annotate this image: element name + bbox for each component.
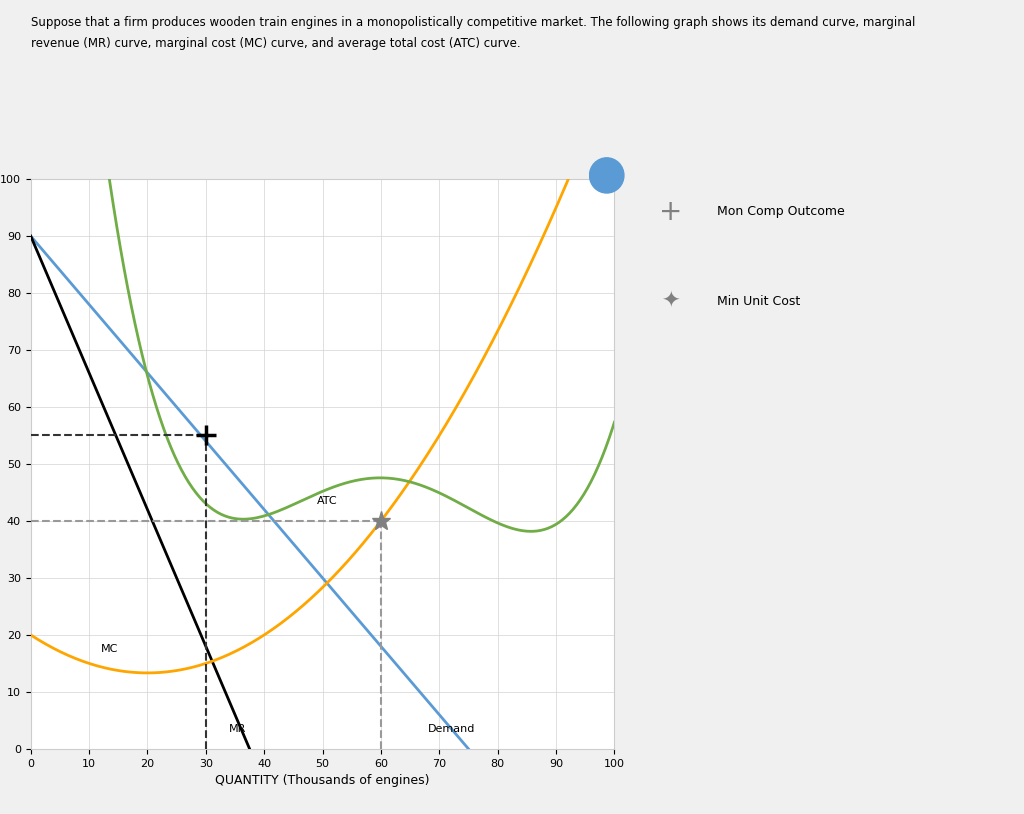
Text: Min Unit Cost: Min Unit Cost: [717, 295, 800, 308]
Circle shape: [590, 158, 624, 193]
X-axis label: QUANTITY (Thousands of engines): QUANTITY (Thousands of engines): [215, 774, 430, 787]
Text: Demand: Demand: [428, 724, 475, 733]
Text: ?: ?: [603, 168, 610, 182]
Text: Mon Comp Outcome: Mon Comp Outcome: [717, 205, 845, 218]
Text: revenue (MR) curve, marginal cost (MC) curve, and average total cost (ATC) curve: revenue (MR) curve, marginal cost (MC) c…: [31, 37, 520, 50]
Text: ✦: ✦: [662, 291, 680, 311]
Text: +: +: [659, 198, 682, 225]
Text: Suppose that a firm produces wooden train engines in a monopolistically competit: Suppose that a firm produces wooden trai…: [31, 16, 915, 29]
Text: ?: ?: [603, 168, 610, 182]
Text: ATC: ATC: [316, 496, 337, 505]
Text: MR: MR: [229, 724, 247, 733]
Text: MC: MC: [100, 644, 118, 654]
